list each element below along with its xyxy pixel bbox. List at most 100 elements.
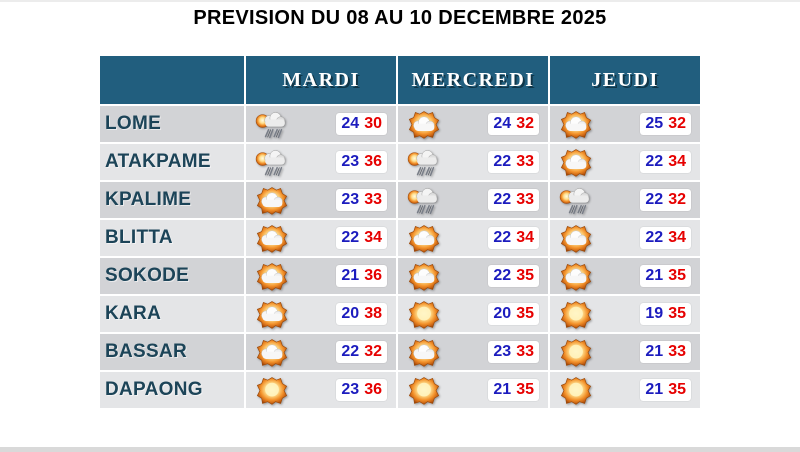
forecast-cell: 22 33 bbox=[398, 182, 548, 218]
max-temperature: 34 bbox=[364, 229, 382, 246]
sun-behind-cloud-icon bbox=[558, 223, 594, 254]
forecast-cell: 20 38 bbox=[246, 296, 396, 332]
temperature-badge: 22 34 bbox=[488, 227, 539, 249]
sun-rain-cloud-icon bbox=[558, 185, 594, 216]
min-temperature: 22 bbox=[645, 191, 664, 208]
min-temperature: 22 bbox=[645, 153, 664, 170]
city-label: KARA bbox=[100, 296, 244, 332]
forecast-cell: 23 36 bbox=[246, 144, 396, 180]
min-temperature: 22 bbox=[341, 343, 360, 360]
city-label: DAPAONG bbox=[100, 372, 244, 408]
bottom-divider bbox=[0, 447, 800, 452]
forecast-cell: 22 32 bbox=[550, 182, 700, 218]
sun-behind-cloud-icon bbox=[406, 337, 442, 368]
temperature-badge: 21 35 bbox=[488, 379, 539, 401]
max-temperature: 35 bbox=[668, 381, 686, 398]
forecast-cell: 22 34 bbox=[550, 220, 700, 256]
min-temperature: 25 bbox=[645, 115, 664, 132]
sun-icon bbox=[406, 375, 442, 406]
max-temperature: 38 bbox=[364, 305, 382, 322]
temperature-badge: 20 35 bbox=[488, 303, 539, 325]
temperature-badge: 20 38 bbox=[336, 303, 387, 325]
min-temperature: 23 bbox=[341, 381, 360, 398]
city-label: SOKODE bbox=[100, 258, 244, 294]
forecast-cell: 22 33 bbox=[398, 144, 548, 180]
min-temperature: 21 bbox=[645, 267, 664, 284]
min-temperature: 21 bbox=[645, 343, 664, 360]
max-temperature: 33 bbox=[668, 343, 686, 360]
temperature-badge: 21 36 bbox=[336, 265, 387, 287]
max-temperature: 33 bbox=[516, 343, 534, 360]
forecast-cell: 20 35 bbox=[398, 296, 548, 332]
city-label: LOME bbox=[100, 106, 244, 142]
temperature-badge: 22 33 bbox=[488, 189, 539, 211]
header-day-jeudi: JEUDI bbox=[550, 56, 700, 104]
sun-rain-cloud-icon bbox=[254, 109, 290, 140]
max-temperature: 35 bbox=[668, 305, 686, 322]
max-temperature: 32 bbox=[668, 191, 686, 208]
max-temperature: 36 bbox=[364, 153, 382, 170]
temperature-badge: 22 32 bbox=[640, 189, 691, 211]
max-temperature: 34 bbox=[668, 229, 686, 246]
forecast-cell: 24 32 bbox=[398, 106, 548, 142]
city-label: BLITTA bbox=[100, 220, 244, 256]
max-temperature: 32 bbox=[516, 115, 534, 132]
forecast-cell: 23 33 bbox=[246, 182, 396, 218]
temperature-badge: 21 35 bbox=[640, 265, 691, 287]
forecast-cell: 24 30 bbox=[246, 106, 396, 142]
temperature-badge: 24 30 bbox=[336, 113, 387, 135]
sun-behind-cloud-icon bbox=[254, 299, 290, 330]
min-temperature: 21 bbox=[341, 267, 360, 284]
min-temperature: 19 bbox=[645, 305, 664, 322]
forecast-cell: 23 36 bbox=[246, 372, 396, 408]
min-temperature: 22 bbox=[493, 153, 512, 170]
sun-icon bbox=[558, 299, 594, 330]
forecast-cell: 23 33 bbox=[398, 334, 548, 370]
temperature-badge: 25 32 bbox=[640, 113, 691, 135]
sun-behind-cloud-icon bbox=[406, 261, 442, 292]
max-temperature: 30 bbox=[364, 115, 382, 132]
sun-icon bbox=[254, 375, 290, 406]
max-temperature: 33 bbox=[516, 153, 534, 170]
header-day-mercredi: MERCREDI bbox=[398, 56, 548, 104]
forecast-cell: 22 35 bbox=[398, 258, 548, 294]
max-temperature: 35 bbox=[516, 381, 534, 398]
temperature-badge: 21 33 bbox=[640, 341, 691, 363]
city-label: KPALIME bbox=[100, 182, 244, 218]
max-temperature: 32 bbox=[364, 343, 382, 360]
temperature-badge: 23 33 bbox=[336, 189, 387, 211]
max-temperature: 35 bbox=[516, 267, 534, 284]
temperature-badge: 19 35 bbox=[640, 303, 691, 325]
page-title: PREVISION DU 08 AU 10 DECEMBRE 2025 bbox=[193, 7, 607, 29]
sun-behind-cloud-icon bbox=[254, 185, 290, 216]
sun-icon bbox=[558, 375, 594, 406]
forecast-cell: 22 34 bbox=[398, 220, 548, 256]
sun-icon bbox=[558, 337, 594, 368]
min-temperature: 22 bbox=[645, 229, 664, 246]
max-temperature: 32 bbox=[668, 115, 686, 132]
min-temperature: 23 bbox=[341, 153, 360, 170]
header-day-mardi: MARDI bbox=[246, 56, 396, 104]
city-label: BASSAR bbox=[100, 334, 244, 370]
forecast-cell: 22 32 bbox=[246, 334, 396, 370]
temperature-badge: 22 35 bbox=[488, 265, 539, 287]
max-temperature: 35 bbox=[668, 267, 686, 284]
temperature-badge: 22 32 bbox=[336, 341, 387, 363]
min-temperature: 23 bbox=[341, 191, 360, 208]
temperature-badge: 23 36 bbox=[336, 151, 387, 173]
forecast-cell: 21 35 bbox=[550, 258, 700, 294]
temperature-badge: 21 35 bbox=[640, 379, 691, 401]
min-temperature: 22 bbox=[493, 267, 512, 284]
min-temperature: 22 bbox=[493, 229, 512, 246]
max-temperature: 34 bbox=[516, 229, 534, 246]
forecast-table: MARDI MERCREDI JEUDI LOME 24 30 24 32 25 32 ATA… bbox=[100, 56, 700, 408]
temperature-badge: 22 34 bbox=[640, 227, 691, 249]
sun-behind-cloud-icon bbox=[558, 261, 594, 292]
sun-rain-cloud-icon bbox=[406, 147, 442, 178]
top-divider bbox=[0, 0, 800, 2]
min-temperature: 21 bbox=[493, 381, 512, 398]
forecast-cell: 22 34 bbox=[246, 220, 396, 256]
min-temperature: 21 bbox=[645, 381, 664, 398]
max-temperature: 34 bbox=[668, 153, 686, 170]
forecast-cell: 25 32 bbox=[550, 106, 700, 142]
